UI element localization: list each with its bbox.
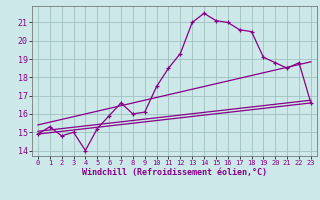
X-axis label: Windchill (Refroidissement éolien,°C): Windchill (Refroidissement éolien,°C) (82, 168, 267, 177)
